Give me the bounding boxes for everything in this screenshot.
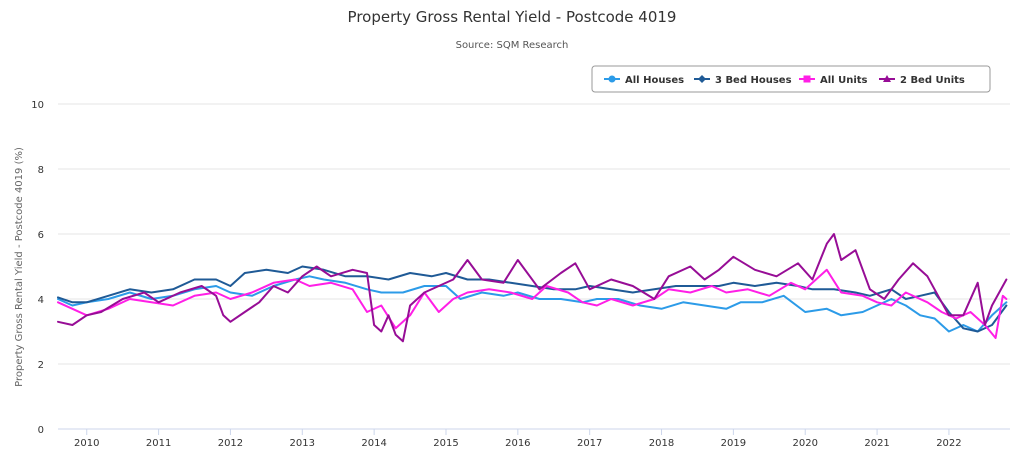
x-tick-label: 2021	[864, 438, 889, 449]
x-tick-label: 2012	[218, 438, 243, 449]
chart-subtitle: Source: SQM Research	[456, 40, 569, 51]
x-tick-label: 2017	[577, 438, 602, 449]
y-tick-label: 0	[38, 425, 44, 436]
legend-label: 3 Bed Houses	[715, 75, 792, 86]
x-tick-label: 2013	[290, 438, 315, 449]
legend-item-all-houses[interactable]: All Houses	[604, 75, 684, 86]
series-line-2-bed-units[interactable]	[57, 233, 1008, 343]
legend-label: All Houses	[625, 75, 684, 86]
legend-item-2-bed-units[interactable]: 2 Bed Units	[879, 75, 965, 86]
x-tick-label: 2020	[793, 438, 818, 449]
series-line-3-bed-houses[interactable]	[57, 265, 1008, 333]
y-tick-label: 4	[38, 295, 44, 306]
legend-label: 2 Bed Units	[900, 75, 965, 86]
x-tick-label: 2010	[74, 438, 99, 449]
axes: 0 2 4 6 8 10 2010 2011 2012 2013 2014 2015 2016 2017 2…	[31, 100, 1010, 449]
chart-title: Property Gross Rental Yield - Postcode 4…	[348, 8, 677, 26]
legend[interactable]: All Houses 3 Bed Houses All Units 2 Bed Uni…	[591, 65, 991, 93]
series-lines	[57, 233, 1008, 343]
y-tick-label: 6	[38, 230, 44, 241]
x-tick-label: 2015	[433, 438, 458, 449]
series-line-all-units[interactable]	[57, 268, 1008, 339]
legend-item-all-units[interactable]: All Units	[799, 75, 868, 86]
triangle-marker-icon	[883, 75, 891, 82]
x-tick-label: 2019	[721, 438, 746, 449]
y-tick-label: 8	[38, 165, 44, 176]
square-marker-icon	[803, 75, 811, 83]
circle-marker-icon	[608, 75, 616, 83]
x-tick-label: 2014	[361, 438, 386, 449]
x-tick-label: 2011	[146, 438, 171, 449]
grid-lines	[58, 103, 1010, 365]
x-tick-label: 2018	[649, 438, 674, 449]
y-axis-title: Property Gross Rental Yield - Postcode 4…	[14, 147, 25, 387]
legend-item-3-bed-houses[interactable]: 3 Bed Houses	[694, 75, 792, 86]
y-tick-label: 10	[31, 100, 44, 111]
legend-box	[591, 65, 991, 93]
series-line-all-houses[interactable]	[57, 275, 1008, 333]
diamond-marker-icon	[698, 75, 706, 83]
legend-label: All Units	[820, 75, 868, 86]
x-tick-label: 2022	[936, 438, 961, 449]
y-tick-label: 2	[38, 360, 44, 371]
x-tick-label: 2016	[505, 438, 530, 449]
